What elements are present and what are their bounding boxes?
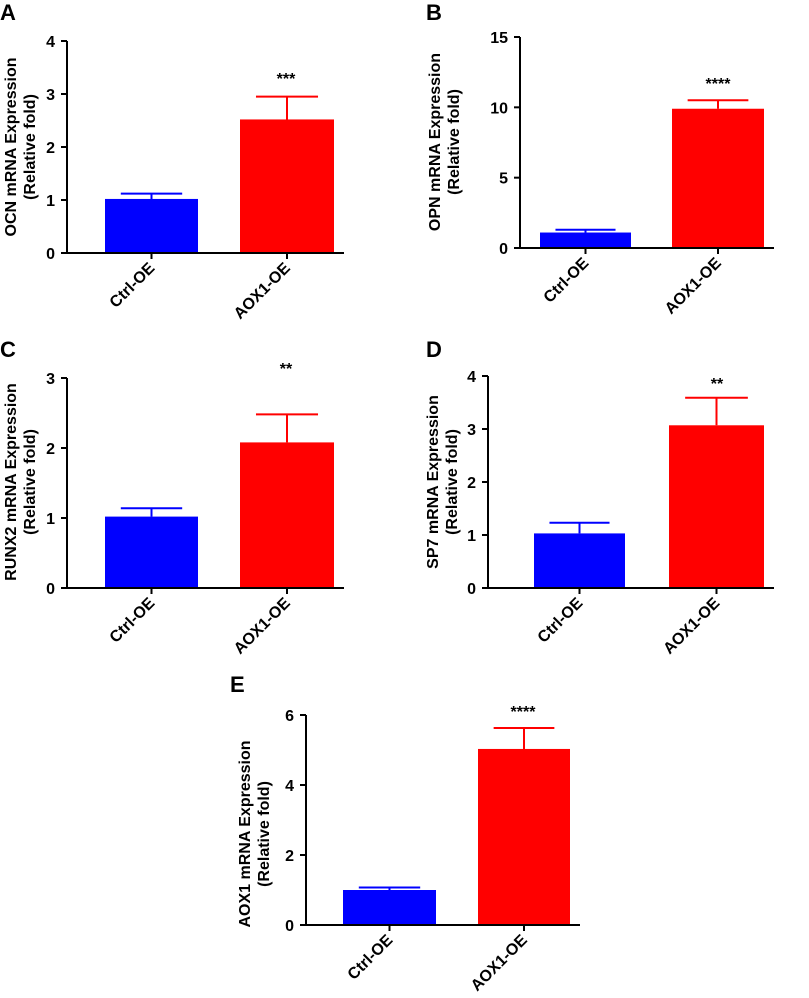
panel-e: E AOX1 mRNA Expression (Relative fold) *…: [230, 672, 580, 995]
y-axis-title-line1: RUNX2 mRNA Expression: [3, 383, 20, 581]
error-bar: [687, 99, 749, 109]
y-axis-title-line2: (Relative fold): [256, 781, 273, 887]
bar-aox1-oe: [240, 119, 334, 253]
y-axis-title-line1: SP7 mRNA Expression: [425, 395, 442, 569]
error-bar: [120, 507, 183, 517]
significance-marker: ****: [706, 76, 732, 93]
y-tick-label: 6: [285, 708, 294, 725]
panel-letter: E: [230, 672, 245, 697]
error-bar: [255, 95, 319, 120]
y-tick-label: 1: [46, 511, 55, 528]
y-axis-title: OPN mRNA Expression (Relative fold): [427, 53, 463, 231]
y-tick-label: 0: [467, 581, 476, 598]
y-axis-title-line2: (Relative fold): [446, 89, 463, 195]
y-axis-title-line2: (Relative fold): [22, 94, 39, 200]
y-axis-title: OCN mRNA Expression (Relative fold): [3, 58, 39, 237]
y-tick-label: 2: [467, 475, 476, 492]
x-category-label: AOX1-OE: [660, 595, 723, 658]
x-category-label: AOX1-OE: [231, 260, 294, 323]
panel-letter: B: [426, 0, 442, 25]
significance-marker: **: [280, 361, 293, 378]
panel-letter: C: [0, 337, 16, 362]
y-axis-title-line2: (Relative fold): [444, 429, 461, 535]
y-tick-label: 0: [285, 918, 294, 935]
y-axis-title: SP7 mRNA Expression (Relative fold): [425, 395, 461, 569]
bar-ctrl-oe: [540, 232, 631, 248]
y-tick-label: 3: [46, 371, 55, 388]
error-bar: [549, 521, 610, 534]
significance-marker: **: [711, 376, 724, 393]
panel-a: A OCN mRNA Expression (Relative fold) **…: [0, 0, 344, 323]
error-bar: [685, 396, 748, 426]
x-category-label: AOX1-OE: [231, 595, 294, 658]
x-category-label: Ctrl-OE: [535, 595, 587, 647]
y-tick-label: 4: [46, 34, 55, 51]
x-category-label: Ctrl-OE: [541, 255, 593, 307]
x-category-label: AOX1-OE: [468, 932, 531, 995]
y-tick-label: 15: [490, 30, 508, 47]
y-axis-title-line1: OCN mRNA Expression: [3, 58, 20, 237]
y-tick-label: 4: [467, 369, 476, 386]
error-bar: [358, 886, 421, 890]
panel-d: D SP7 mRNA Expression (Relative fold) **…: [425, 337, 774, 658]
error-bar: [493, 726, 555, 749]
y-axis-title: RUNX2 mRNA Expression (Relative fold): [3, 383, 39, 581]
bar-aox1-oe: [672, 108, 764, 249]
y-tick-label: 2: [285, 848, 294, 865]
panel-b: B OPN mRNA Expression (Relative fold) **…: [426, 0, 774, 318]
bar-ctrl-oe: [105, 198, 198, 253]
bar-ctrl-oe: [343, 890, 436, 925]
error-bar: [120, 192, 183, 199]
bar-aox1-oe: [240, 442, 334, 588]
y-tick-label: 0: [46, 581, 55, 598]
y-tick-label: 3: [46, 87, 55, 104]
x-category-label: Ctrl-OE: [345, 932, 397, 984]
error-bar: [255, 413, 319, 443]
bar-ctrl-oe: [105, 516, 198, 588]
panel-letter: A: [0, 0, 16, 25]
y-axis-title-line1: AOX1 mRNA Expression: [237, 740, 254, 927]
y-tick-label: 1: [467, 528, 476, 545]
y-tick-label: 2: [46, 140, 55, 157]
bar-ctrl-oe: [534, 533, 625, 588]
bar-aox1-oe: [669, 425, 764, 588]
x-category-label: AOX1-OE: [662, 255, 725, 318]
y-axis-title-line2: (Relative fold): [22, 429, 39, 535]
significance-marker: ****: [511, 704, 537, 721]
y-tick-label: 0: [46, 246, 55, 263]
x-category-label: Ctrl-OE: [107, 595, 159, 647]
y-tick-label: 1: [46, 193, 55, 210]
y-axis-title-line1: OPN mRNA Expression: [427, 53, 444, 231]
x-category-label: Ctrl-OE: [107, 260, 159, 312]
significance-marker: ***: [277, 71, 296, 88]
y-tick-label: 0: [499, 241, 508, 258]
y-tick-label: 3: [467, 422, 476, 439]
y-tick-label: 2: [46, 441, 55, 458]
y-tick-label: 5: [499, 171, 508, 188]
panel-letter: D: [426, 337, 442, 362]
bar-aox1-oe: [478, 748, 570, 925]
error-bar: [555, 228, 616, 233]
panel-c: C RUNX2 mRNA Expression (Relative fold) …: [0, 337, 344, 658]
y-tick-label: 4: [285, 778, 294, 795]
y-tick-label: 10: [490, 100, 508, 117]
y-axis-title: AOX1 mRNA Expression (Relative fold): [237, 740, 273, 927]
